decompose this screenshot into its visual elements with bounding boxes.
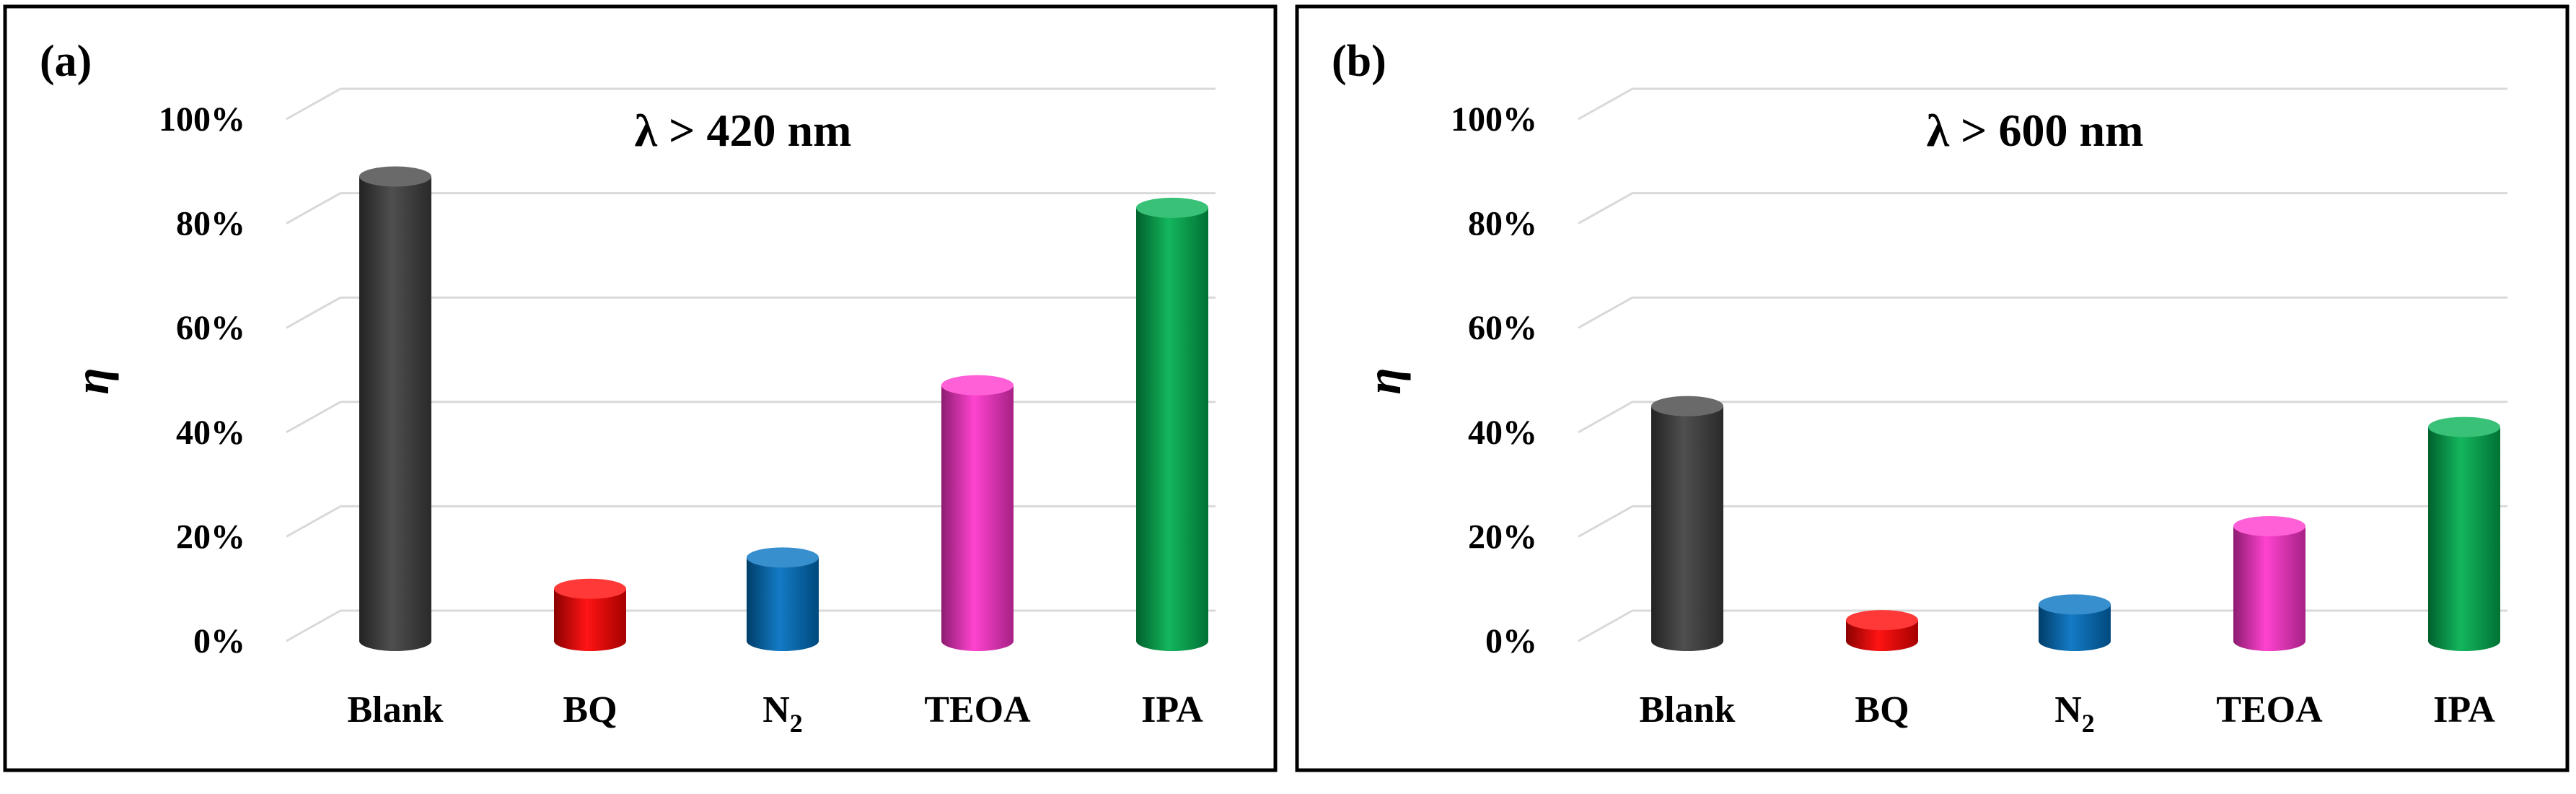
gridline bbox=[286, 505, 1216, 538]
panel-label: (b) bbox=[1332, 37, 1386, 86]
x-tick-label: N2 bbox=[2054, 689, 2095, 738]
gridline bbox=[1578, 296, 2507, 329]
y-tick-label: 40% bbox=[1468, 414, 1537, 452]
chart-a: 0% 20% 40% 60% 80% 100% Blank BQ N2 TEOA IPA η λ > 4… bbox=[3, 4, 1278, 772]
y-tick-label: 20% bbox=[176, 518, 245, 556]
gridline bbox=[1578, 401, 2507, 434]
x-tick-label: Blank bbox=[1640, 689, 1736, 730]
x-tick-label: N2 bbox=[762, 689, 803, 738]
gridline bbox=[1578, 87, 2507, 121]
y-tick-label: 80% bbox=[176, 205, 245, 243]
y-tick-label: 60% bbox=[1468, 309, 1537, 347]
bar-bq bbox=[554, 578, 626, 651]
chart-frame bbox=[3, 4, 1278, 772]
chart-b: 0% 20% 40% 60% 80% 100% Blank BQ N2 TEOA IPA η λ > 6… bbox=[1295, 4, 2570, 772]
bar-blank bbox=[1651, 396, 1723, 651]
y-tick-label: 0% bbox=[193, 622, 245, 660]
y-tick-label: 100% bbox=[1451, 100, 1537, 139]
y-axis-label: η bbox=[64, 367, 119, 394]
x-tick-label: IPA bbox=[1141, 689, 1203, 730]
y-tick-label: 60% bbox=[176, 309, 245, 347]
chart-title: λ > 420 nm bbox=[635, 105, 852, 156]
x-tick-label: IPA bbox=[2433, 689, 2495, 730]
x-tick-label: TEOA bbox=[924, 689, 1031, 730]
x-tick-label: TEOA bbox=[2216, 689, 2323, 730]
bar-teoa bbox=[2233, 515, 2305, 651]
x-tick-label: BQ bbox=[1855, 689, 1909, 730]
y-tick-label: 80% bbox=[1468, 205, 1537, 243]
gridline bbox=[286, 296, 1216, 329]
chart-frame bbox=[1295, 4, 2570, 772]
y-tick-label: 40% bbox=[176, 414, 245, 452]
panel-label: (a) bbox=[40, 37, 92, 86]
bar-ipa bbox=[1136, 197, 1208, 651]
gridline bbox=[286, 401, 1216, 434]
gridline bbox=[286, 87, 1216, 121]
bar-bq bbox=[1846, 610, 1918, 651]
x-tick-label: BQ bbox=[563, 689, 617, 730]
chart-panel-b: 0% 20% 40% 60% 80% 100% Blank BQ N2 TEOA IPA η λ > 6… bbox=[1292, 0, 2576, 790]
bar-n2 bbox=[2039, 594, 2111, 651]
y-tick-label: 20% bbox=[1468, 518, 1537, 556]
y-axis-label: η bbox=[1356, 367, 1411, 394]
bar-teoa bbox=[941, 375, 1014, 651]
chart-title: λ > 600 nm bbox=[1927, 105, 2144, 156]
bar-ipa bbox=[2428, 416, 2500, 651]
y-tick-label: 100% bbox=[159, 100, 245, 139]
chart-panel-a: 0% 20% 40% 60% 80% 100% Blank BQ N2 TEOA IPA η λ > 4… bbox=[0, 0, 1284, 790]
x-tick-label: Blank bbox=[348, 689, 444, 730]
gridline bbox=[1578, 505, 2507, 538]
gridline bbox=[286, 192, 1216, 224]
bar-blank bbox=[359, 166, 431, 651]
gridline bbox=[1578, 192, 2507, 224]
y-tick-label: 0% bbox=[1485, 622, 1537, 660]
bar-n2 bbox=[747, 547, 819, 651]
